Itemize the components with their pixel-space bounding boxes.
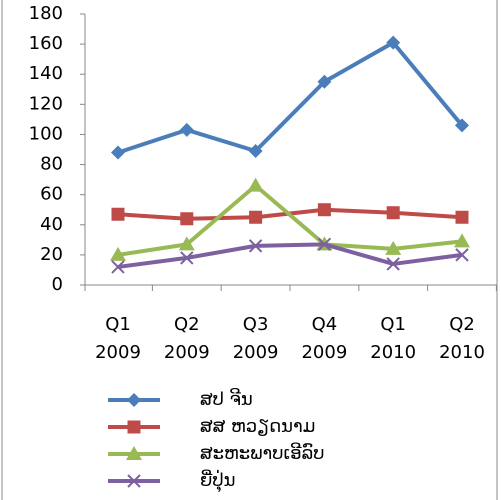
data-point xyxy=(110,246,126,261)
y-tick-label: 120 xyxy=(29,93,63,114)
legend-marker xyxy=(126,446,142,460)
series-line xyxy=(117,183,463,257)
legend-label: ສສ ຫວຽດນາມ xyxy=(200,416,315,437)
data-point xyxy=(179,122,194,137)
data-point xyxy=(455,248,469,262)
data-point xyxy=(111,145,125,160)
data-point xyxy=(455,210,469,224)
data-point xyxy=(386,206,400,220)
data-point xyxy=(454,233,470,248)
data-point xyxy=(111,260,125,274)
legend-marker xyxy=(127,393,141,407)
y-tick-label: 60 xyxy=(40,184,63,205)
y-tick-label: 40 xyxy=(40,214,63,235)
data-point xyxy=(178,236,195,251)
y-tick-label: 140 xyxy=(29,63,63,84)
x-tick-label: Q1 2010 xyxy=(370,314,416,363)
data-point xyxy=(249,210,263,224)
data-point xyxy=(317,203,331,217)
legend-label: ຍີ່ປຸ່ນ xyxy=(200,469,235,493)
legend-label: ສປ ຈີນ xyxy=(200,389,253,410)
y-tick-label: 20 xyxy=(40,244,63,265)
data-point xyxy=(386,35,401,50)
legend-marker xyxy=(127,420,141,434)
data-point xyxy=(385,240,402,255)
y-tick-label: 100 xyxy=(29,123,63,144)
data-point xyxy=(111,207,125,221)
data-point xyxy=(247,177,264,192)
y-tick-label: 0 xyxy=(52,274,63,295)
x-tick-label: Q1 2009 xyxy=(95,314,141,363)
y-tick-label: 160 xyxy=(29,33,63,54)
data-point xyxy=(180,212,194,226)
data-point xyxy=(386,257,400,271)
x-tick-label: Q2 2010 xyxy=(439,314,485,363)
legend-label: ສະຫະພາບເອີລົບ xyxy=(200,442,325,464)
y-tick-label: 180 xyxy=(29,3,63,24)
x-tick-label: Q4 2009 xyxy=(301,314,347,363)
data-point xyxy=(317,74,332,89)
x-tick-label: Q3 2009 xyxy=(233,314,279,363)
data-point xyxy=(455,118,469,133)
data-point xyxy=(248,144,263,159)
series-line xyxy=(117,40,464,155)
data-point xyxy=(180,251,194,265)
x-tick-label: Q2 2009 xyxy=(164,314,210,363)
y-tick-label: 80 xyxy=(40,154,63,175)
legend-marker xyxy=(127,474,141,488)
data-point xyxy=(317,237,332,252)
series-line xyxy=(117,242,463,269)
data-point xyxy=(248,239,263,253)
